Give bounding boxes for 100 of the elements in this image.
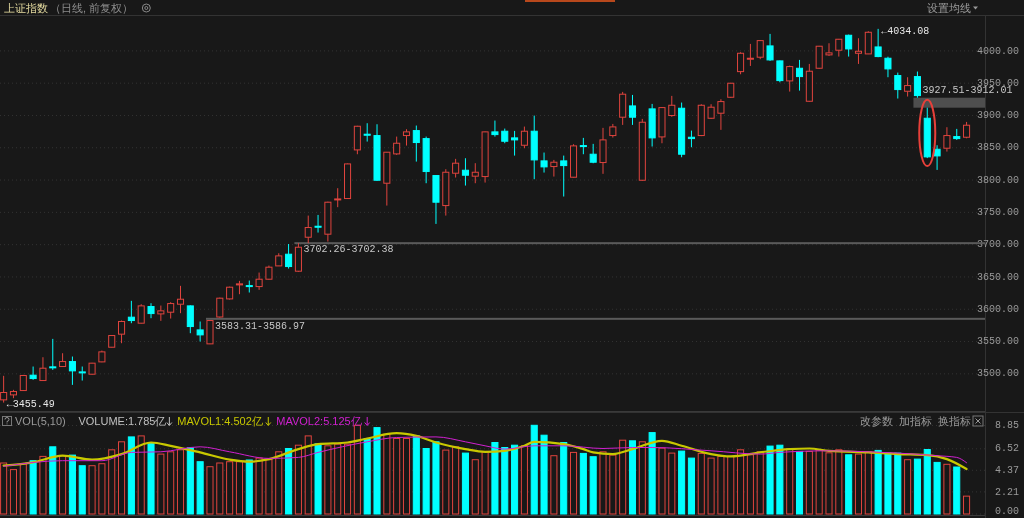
bar: [786, 448, 794, 515]
candlestick: [255, 272, 263, 291]
bar: [481, 451, 489, 515]
bar: [874, 449, 882, 515]
y-tick-label: 3900.00: [976, 110, 1019, 122]
candlestick: [943, 126, 951, 153]
bar: [648, 432, 656, 515]
bar: [402, 438, 411, 515]
candlestick: [294, 242, 302, 273]
annotation: ←4034.08: [881, 25, 930, 37]
bar: [216, 462, 224, 515]
bar: [363, 438, 371, 515]
candlestick: [147, 302, 155, 319]
candlestick: [461, 157, 469, 187]
candlestick: [904, 76, 912, 98]
candlestick: [39, 356, 47, 382]
bar: [471, 459, 479, 515]
bar: [707, 457, 715, 515]
candlestick: [412, 125, 420, 163]
bar: [68, 454, 76, 515]
bar: [904, 459, 912, 515]
bar: [118, 441, 126, 515]
bar: [599, 451, 607, 515]
bar: [9, 469, 17, 515]
candlestick: [127, 300, 135, 324]
bar: [697, 452, 705, 515]
y-tick-label: 0.00: [994, 505, 1019, 517]
bar: [845, 454, 853, 515]
bar: [285, 448, 293, 515]
bar: [157, 453, 165, 515]
y-tick-label: 3800.00: [976, 174, 1019, 186]
bar: [854, 453, 863, 515]
candlestick: [206, 319, 214, 345]
candlestick: [599, 127, 607, 175]
bar: [668, 452, 676, 515]
candlestick: [884, 56, 892, 78]
bar: [235, 461, 243, 515]
y-tick-label: 4000.00: [976, 45, 1019, 57]
candlestick: [864, 30, 872, 55]
bar: [687, 457, 695, 515]
bar: [147, 443, 155, 515]
candlestick: [825, 42, 833, 57]
y-tick-label: 3750.00: [976, 206, 1019, 218]
bar: [275, 451, 283, 515]
band-label: 3583.31-3586.97: [214, 321, 305, 333]
candlestick: [304, 215, 312, 244]
bar: [108, 449, 116, 515]
bar: [756, 451, 764, 515]
candlestick: [854, 37, 863, 65]
annotation: 加指标: [899, 414, 932, 427]
candlestick: [452, 158, 460, 179]
candlestick: [353, 125, 361, 155]
candlestick: [520, 126, 528, 149]
bar: [78, 465, 86, 515]
bar: [304, 435, 312, 515]
bar: [442, 449, 450, 515]
bar: [530, 424, 538, 515]
candlestick: [550, 159, 558, 178]
bar: [206, 466, 214, 515]
bar: [29, 460, 37, 515]
bar: [265, 459, 273, 515]
candlestick: [49, 338, 57, 371]
candlestick: [511, 130, 519, 157]
candlestick: [363, 122, 371, 143]
candlestick: [746, 43, 754, 67]
bar: [167, 451, 175, 515]
bar: [88, 465, 96, 515]
bar: [560, 442, 568, 515]
candlestick: [29, 366, 37, 381]
bar: [835, 449, 843, 515]
bar: [127, 436, 135, 515]
bar: [137, 435, 145, 515]
bar: [294, 444, 302, 515]
annotation: ←3455.49: [6, 399, 55, 411]
bar: [511, 444, 519, 515]
candlestick: [540, 152, 548, 174]
bar: [412, 435, 420, 515]
y-tick-label: 6.52: [994, 443, 1019, 455]
y-tick-label: 8.85: [994, 420, 1019, 432]
candlestick: [334, 187, 342, 208]
bar: [226, 461, 234, 515]
chart-title: 上证指数: [4, 1, 48, 14]
bar: [59, 455, 67, 515]
y-tick-label: 3600.00: [976, 303, 1019, 315]
bar: [422, 448, 430, 515]
candlestick: [894, 72, 902, 100]
bar: [98, 463, 106, 515]
bar: [658, 447, 666, 515]
y-tick-label: 4.37: [994, 464, 1019, 476]
candlestick: [176, 285, 185, 314]
text: 设置均线: [927, 1, 971, 14]
bar: [0, 462, 8, 515]
bar: [727, 455, 735, 515]
bar: [825, 452, 833, 515]
bar: [314, 443, 322, 515]
chart-subtitle: （日线, 前复权）: [50, 1, 134, 14]
legend-label: MAVOL1:4.502亿: [177, 414, 263, 427]
candlestick: [314, 214, 322, 234]
bar: [913, 458, 921, 515]
candlestick: [471, 162, 479, 184]
